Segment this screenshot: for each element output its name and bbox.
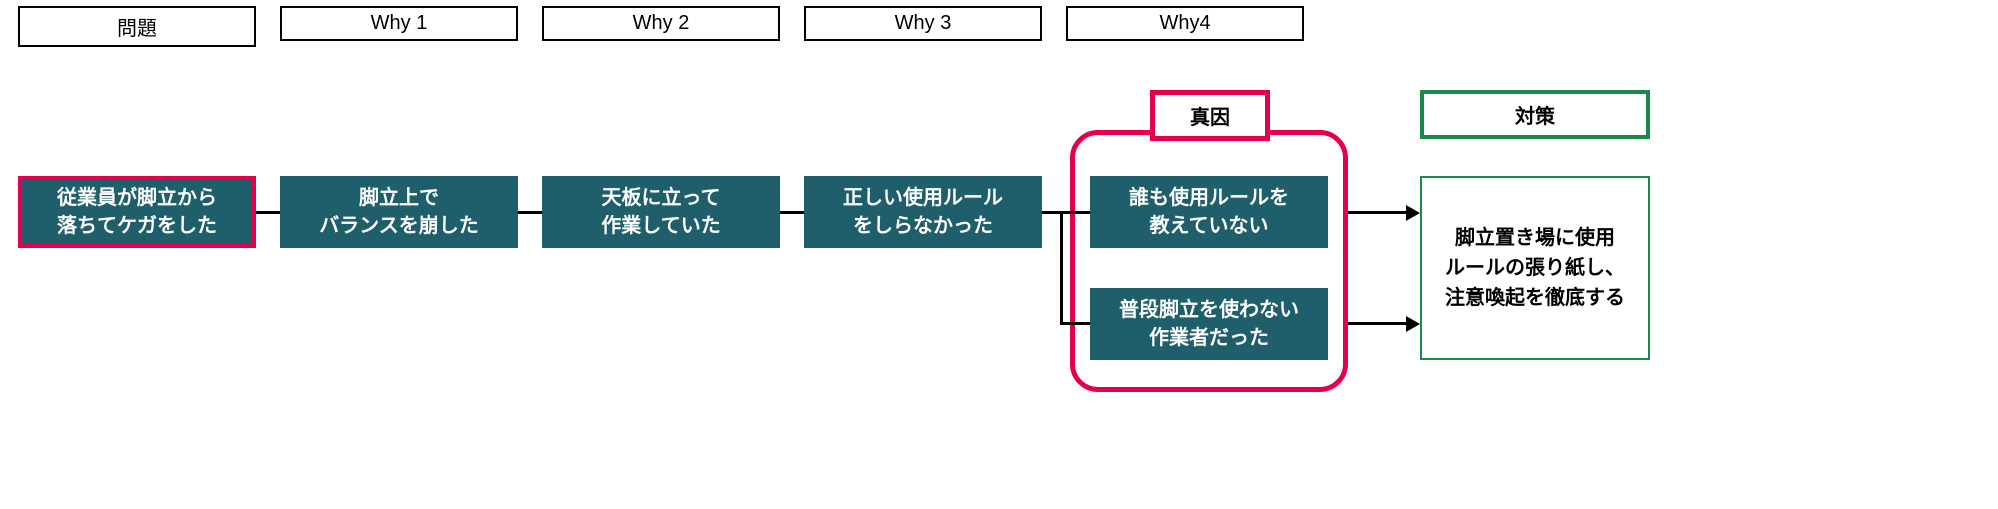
connector-h [1042, 211, 1090, 214]
node-why2: 天板に立って作業していた [542, 176, 780, 248]
header-why2: Why 2 [542, 6, 780, 41]
connector-h [256, 211, 280, 214]
connector-h [1060, 322, 1090, 325]
connector-v [1060, 211, 1063, 324]
header-why4: Why4 [1066, 6, 1304, 41]
root-cause-label: 真因 [1150, 90, 1270, 141]
connector-arrow-line [1348, 211, 1406, 214]
arrow-head-icon [1406, 316, 1420, 332]
header-why3: Why 3 [804, 6, 1042, 41]
countermeasure-box: 脚立置き場に使用ルールの張り紙し、注意喚起を徹底する [1420, 176, 1650, 360]
node-why4b: 普段脚立を使わない作業者だった [1090, 288, 1328, 360]
node-problem: 従業員が脚立から落ちてケガをした [18, 176, 256, 248]
header-problem: 問題 [18, 6, 256, 47]
node-why1: 脚立上でバランスを崩した [280, 176, 518, 248]
connector-h [518, 211, 542, 214]
node-why4a: 誰も使用ルールを教えていない [1090, 176, 1328, 248]
connector-h [780, 211, 804, 214]
connector-arrow-line [1348, 322, 1406, 325]
node-why3: 正しい使用ルールをしらなかった [804, 176, 1042, 248]
arrow-head-icon [1406, 205, 1420, 221]
countermeasure-header: 対策 [1420, 90, 1650, 139]
header-why1: Why 1 [280, 6, 518, 41]
